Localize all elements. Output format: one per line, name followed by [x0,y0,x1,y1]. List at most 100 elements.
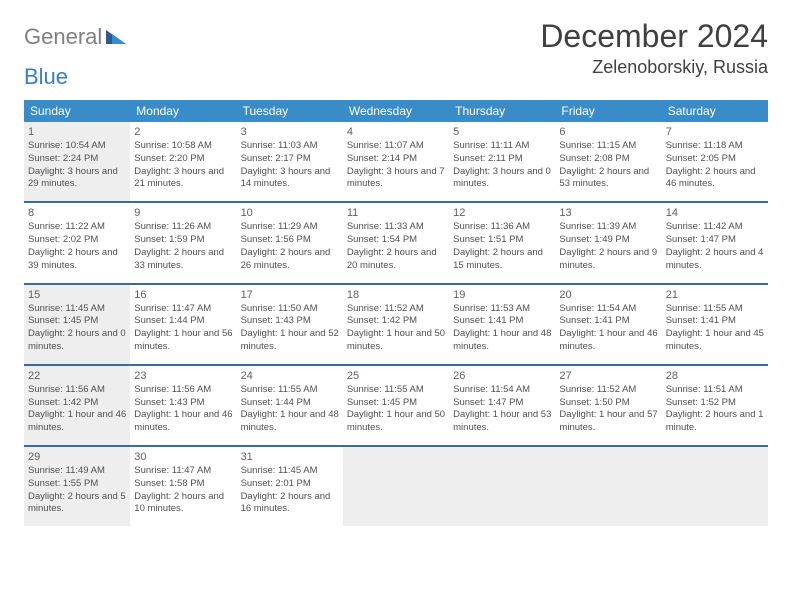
cell-line: Sunset: 1:52 PM [666,397,764,410]
calendar-cell: 10Sunrise: 11:29 AMSunset: 1:56 PMDaylig… [237,203,343,282]
cell-line: Daylight: 3 hours and 0 minutes. [453,166,551,192]
calendar-cell: 16Sunrise: 11:47 AMSunset: 1:44 PMDaylig… [130,285,236,364]
calendar-cell: 25Sunrise: 11:55 AMSunset: 1:45 PMDaylig… [343,366,449,445]
calendar: SundayMondayTuesdayWednesdayThursdayFrid… [24,100,768,526]
cell-line: Daylight: 1 hour and 45 minutes. [666,328,764,354]
cell-line: Sunrise: 11:42 AM [666,221,764,234]
cell-line: Sunrise: 11:52 AM [347,303,445,316]
day-number: 4 [347,126,445,138]
calendar-cell: 19Sunrise: 11:53 AMSunset: 1:41 PMDaylig… [449,285,555,364]
logo: General [24,18,126,50]
cell-line: Daylight: 2 hours and 26 minutes. [241,247,339,273]
cell-line: Daylight: 2 hours and 53 minutes. [559,166,657,192]
cell-line: Sunrise: 11:11 AM [453,140,551,153]
cell-line: Sunrise: 11:45 AM [28,303,126,316]
cell-line: Sunrise: 11:33 AM [347,221,445,234]
cell-line: Sunrise: 11:55 AM [666,303,764,316]
calendar-cell: 20Sunrise: 11:54 AMSunset: 1:41 PMDaylig… [555,285,661,364]
day-header: Tuesday [237,100,343,122]
cell-line: Sunrise: 11:18 AM [666,140,764,153]
day-number: 12 [453,207,551,219]
calendar-cell: 13Sunrise: 11:39 AMSunset: 1:49 PMDaylig… [555,203,661,282]
calendar-cell: 5 Sunrise: 11:11 AMSunset: 2:11 PMDayligh… [449,122,555,201]
day-header: Monday [130,100,236,122]
cell-line: Sunset: 1:44 PM [134,315,232,328]
calendar-cell [555,447,661,526]
cell-line: Daylight: 1 hour and 52 minutes. [241,328,339,354]
day-number: 15 [28,289,126,301]
cell-line: Sunset: 1:50 PM [559,397,657,410]
day-number: 24 [241,370,339,382]
cell-line: Sunset: 1:59 PM [134,234,232,247]
cell-line: Daylight: 2 hours and 15 minutes. [453,247,551,273]
day-header: Friday [555,100,661,122]
day-number: 18 [347,289,445,301]
cell-line: Sunrise: 11:54 AM [559,303,657,316]
cell-line: Daylight: 2 hours and 4 minutes. [666,247,764,273]
cell-line: Sunset: 2:11 PM [453,153,551,166]
cell-line: Sunset: 1:47 PM [666,234,764,247]
cell-line: Sunrise: 11:07 AM [347,140,445,153]
cell-line: Sunset: 2:02 PM [28,234,126,247]
logo-text-blue: Blue [24,64,68,90]
calendar-cell: 17Sunrise: 11:50 AMSunset: 1:43 PMDaylig… [237,285,343,364]
cell-line: Sunset: 2:08 PM [559,153,657,166]
cell-line: Sunrise: 11:29 AM [241,221,339,234]
calendar-cell: 23Sunrise: 11:56 AMSunset: 1:43 PMDaylig… [130,366,236,445]
cell-line: Sunset: 1:43 PM [241,315,339,328]
cell-line: Sunset: 2:14 PM [347,153,445,166]
cell-line: Sunrise: 11:03 AM [241,140,339,153]
cell-line: Daylight: 1 hour and 53 minutes. [453,409,551,435]
calendar-cell: 27Sunrise: 11:52 AMSunset: 1:50 PMDaylig… [555,366,661,445]
cell-line: Sunrise: 11:15 AM [559,140,657,153]
cell-line: Sunset: 1:43 PM [134,397,232,410]
cell-line: Sunset: 1:56 PM [241,234,339,247]
cell-line: Sunrise: 11:52 AM [559,384,657,397]
day-header: Thursday [449,100,555,122]
cell-line: Daylight: 2 hours and 33 minutes. [134,247,232,273]
cell-line: Sunrise: 11:55 AM [241,384,339,397]
cell-line: Daylight: 2 hours and 1 minute. [666,409,764,435]
calendar-cell: 8Sunrise: 11:22 AMSunset: 2:02 PMDayligh… [24,203,130,282]
week-row: 8Sunrise: 11:22 AMSunset: 2:02 PMDayligh… [24,203,768,284]
day-number: 5 [453,126,551,138]
week-row: 1Sunrise: 10:54 AMSunset: 2:24 PMDayligh… [24,122,768,203]
cell-line: Sunset: 1:47 PM [453,397,551,410]
calendar-cell: 9Sunrise: 11:26 AMSunset: 1:59 PMDayligh… [130,203,236,282]
cell-line: Sunset: 2:24 PM [28,153,126,166]
cell-line: Sunrise: 11:55 AM [347,384,445,397]
day-number: 11 [347,207,445,219]
day-number: 13 [559,207,657,219]
cell-line: Sunset: 1:45 PM [28,315,126,328]
calendar-cell [662,447,768,526]
cell-line: Daylight: 2 hours and 46 minutes. [666,166,764,192]
logo-triangle-icon [106,24,126,50]
calendar-cell: 14Sunrise: 11:42 AMSunset: 1:47 PMDaylig… [662,203,768,282]
cell-line: Sunset: 1:49 PM [559,234,657,247]
calendar-cell: 2Sunrise: 10:58 AMSunset: 2:20 PMDayligh… [130,122,236,201]
calendar-cell: 22Sunrise: 11:56 AMSunset: 1:42 PMDaylig… [24,366,130,445]
cell-line: Sunrise: 11:49 AM [28,465,126,478]
day-number: 3 [241,126,339,138]
day-number: 19 [453,289,551,301]
day-number: 26 [453,370,551,382]
location: Zelenoborskiy, Russia [540,57,768,78]
calendar-cell: 4Sunrise: 11:07 AMSunset: 2:14 PMDayligh… [343,122,449,201]
day-number: 21 [666,289,764,301]
day-number: 23 [134,370,232,382]
cell-line: Daylight: 1 hour and 48 minutes. [453,328,551,354]
cell-line: Sunrise: 11:53 AM [453,303,551,316]
day-number: 20 [559,289,657,301]
cell-line: Sunrise: 11:45 AM [241,465,339,478]
cell-line: Sunset: 2:20 PM [134,153,232,166]
day-number: 2 [134,126,232,138]
cell-line: Daylight: 2 hours and 10 minutes. [134,491,232,517]
calendar-cell: 30Sunrise: 11:47 AMSunset: 1:58 PMDaylig… [130,447,236,526]
day-number: 29 [28,451,126,463]
cell-line: Sunrise: 10:58 AM [134,140,232,153]
calendar-cell: 7Sunrise: 11:18 AMSunset: 2:05 PMDayligh… [662,122,768,201]
cell-line: Daylight: 2 hours and 16 minutes. [241,491,339,517]
logo-text-general: General [24,24,102,50]
cell-line: Daylight: 1 hour and 46 minutes. [28,409,126,435]
cell-line: Sunset: 1:54 PM [347,234,445,247]
